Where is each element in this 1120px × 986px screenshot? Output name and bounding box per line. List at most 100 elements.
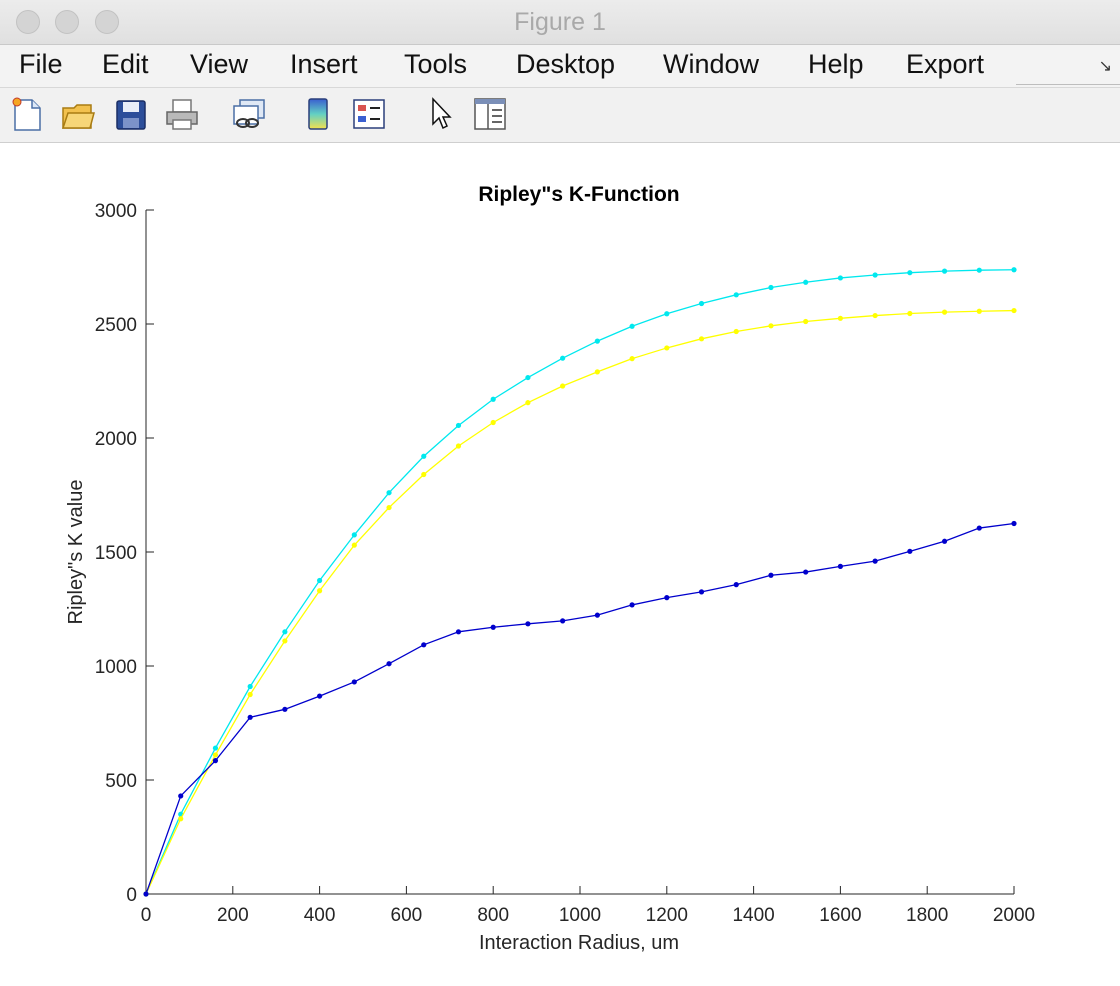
- zoom-window-button[interactable]: [95, 10, 119, 34]
- data-point: [490, 396, 496, 402]
- data-point: [837, 315, 844, 321]
- data-point: [1011, 307, 1017, 314]
- x-tick-label: 1800: [906, 905, 948, 926]
- data-point: [560, 355, 566, 361]
- save-icon[interactable]: [114, 96, 148, 132]
- new-figure-icon[interactable]: [10, 96, 44, 132]
- property-editor-icon[interactable]: [472, 96, 508, 132]
- series-1: [143, 267, 1017, 897]
- data-point: [872, 312, 878, 319]
- data-point: [803, 279, 809, 285]
- data-point: [525, 374, 531, 381]
- print-icon[interactable]: [164, 96, 200, 132]
- data-point: [282, 629, 288, 635]
- y-tick-label: 2500: [95, 315, 137, 336]
- open-file-icon[interactable]: [60, 96, 96, 132]
- data-point: [212, 758, 219, 764]
- pointer-icon[interactable]: [428, 96, 454, 132]
- menu-desktop[interactable]: Desktop: [516, 49, 616, 79]
- data-point: [768, 572, 774, 578]
- data-point: [490, 624, 496, 630]
- window-title: Figure 1: [514, 8, 606, 36]
- data-point: [976, 267, 982, 273]
- data-point: [282, 706, 288, 712]
- y-tick-label: 0: [126, 885, 137, 906]
- data-point: [907, 270, 913, 276]
- data-point: [351, 532, 357, 538]
- menu-bar: File Edit View Insert Tools Desktop Wind…: [0, 45, 1120, 88]
- data-point: [560, 383, 566, 389]
- colorbar-icon[interactable]: [304, 96, 332, 132]
- data-point: [941, 268, 948, 274]
- data-point: [317, 588, 323, 594]
- data-point: [594, 338, 600, 344]
- data-point: [178, 793, 184, 799]
- y-axis-label: Ripley"s K value: [65, 480, 87, 625]
- y-tick-label: 1500: [95, 543, 137, 564]
- data-point: [317, 577, 323, 584]
- x-tick-label: 2000: [993, 905, 1035, 926]
- series-line: [145, 522, 1015, 895]
- data-point: [907, 548, 913, 554]
- x-tick-label: 400: [304, 905, 336, 926]
- series-3: [143, 520, 1017, 897]
- data-point: [733, 328, 739, 335]
- y-tick-label: 3000: [95, 201, 137, 222]
- menu-export[interactable]: Export: [906, 49, 985, 79]
- link-plot-icon[interactable]: [230, 96, 268, 132]
- x-tick-label: 200: [217, 905, 249, 926]
- data-point: [282, 638, 288, 644]
- figure-toolbar: [0, 88, 1120, 143]
- data-point: [664, 595, 670, 601]
- series-line: [145, 269, 1015, 895]
- data-point: [1011, 520, 1017, 527]
- data-point: [698, 336, 705, 342]
- data-point: [837, 563, 844, 569]
- data-point: [768, 284, 774, 291]
- line-chart[interactable]: Ripley"s K-Function 0 200 400 600 800 1000 120…: [0, 143, 1120, 986]
- menu-divider: [1016, 84, 1120, 85]
- data-point: [872, 272, 878, 278]
- minimize-window-button[interactable]: [55, 10, 79, 34]
- menu-file[interactable]: File: [19, 49, 63, 79]
- x-tick-label: 1000: [559, 905, 601, 926]
- menu-insert[interactable]: Insert: [290, 49, 358, 79]
- data-point: [803, 318, 809, 325]
- data-point: [421, 642, 427, 648]
- y-tick-label: 1000: [95, 657, 137, 678]
- data-point: [733, 292, 739, 298]
- data-point: [1011, 267, 1017, 273]
- data-point: [212, 745, 219, 751]
- data-point: [247, 714, 253, 720]
- x-tick-label: 1600: [819, 905, 861, 926]
- data-point: [178, 816, 184, 822]
- data-point: [664, 311, 670, 317]
- data-point: [837, 275, 844, 281]
- data-point: [421, 471, 427, 478]
- chart-title: Ripley"s K-Function: [478, 183, 679, 206]
- data-point: [733, 582, 739, 588]
- series-2: [143, 307, 1017, 897]
- data-point: [212, 752, 219, 758]
- toolbar-overflow-icon[interactable]: ↘: [1098, 58, 1112, 75]
- data-point: [386, 490, 392, 496]
- close-window-button[interactable]: [16, 10, 40, 34]
- data-point: [941, 538, 948, 544]
- legend-icon[interactable]: [352, 96, 386, 132]
- x-tick-label: 800: [477, 905, 509, 926]
- x-axis-label: Interaction Radius, um: [479, 932, 679, 954]
- data-point: [455, 422, 462, 429]
- menu-tools[interactable]: Tools: [404, 49, 468, 79]
- data-point: [907, 310, 913, 317]
- menu-view[interactable]: View: [190, 49, 249, 79]
- data-point: [629, 602, 635, 608]
- data-point: [872, 558, 878, 564]
- menu-window[interactable]: Window: [663, 49, 760, 79]
- series-line: [145, 309, 1015, 895]
- data-point: [698, 589, 705, 595]
- data-point: [386, 661, 392, 667]
- menu-help[interactable]: Help: [808, 49, 864, 79]
- menu-edit[interactable]: Edit: [102, 49, 149, 79]
- data-point: [768, 323, 774, 329]
- data-point: [560, 618, 566, 624]
